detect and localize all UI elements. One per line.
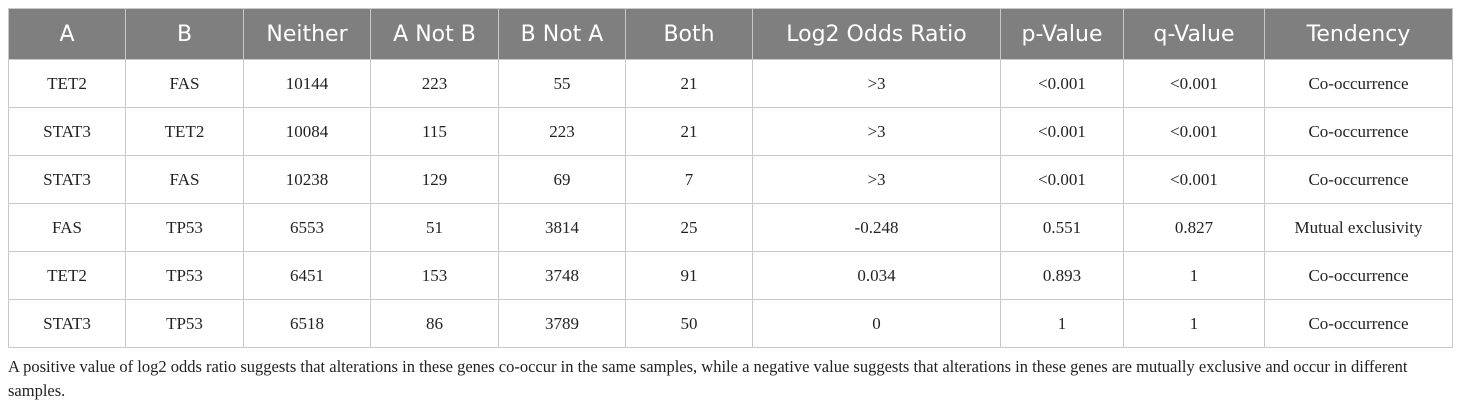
table-cell: 0.034: [752, 251, 1001, 300]
header-cell: Neither: [243, 8, 371, 60]
table-cell: 21: [625, 107, 753, 156]
table-cell: 6518: [243, 299, 371, 348]
header-cell: A Not B: [370, 8, 499, 60]
table-cell: 1: [1000, 299, 1124, 348]
table-cell: 25: [625, 203, 753, 252]
header-cell: B Not A: [498, 8, 626, 60]
table-row: FAS TP53 6553 51 3814 25 -0.248 0.551 0.827 Mutua…: [8, 203, 1453, 252]
table-cell: >3: [752, 155, 1001, 204]
table-row: STAT3 TET2 10084 115 223 21 >3 <0.001 <0.001 Co-o…: [8, 107, 1453, 156]
table-cell: 0: [752, 299, 1001, 348]
table-cell: 69: [498, 155, 626, 204]
table-cell: TP53: [125, 203, 244, 252]
table-cell: 153: [370, 251, 499, 300]
table-cell: 3789: [498, 299, 626, 348]
table-cell: >3: [752, 107, 1001, 156]
table-cell: 51: [370, 203, 499, 252]
table-cell: 223: [498, 107, 626, 156]
table-cell: 10238: [243, 155, 371, 204]
table-cell: FAS: [125, 59, 244, 108]
table-cell: 223: [370, 59, 499, 108]
table-cell: 3814: [498, 203, 626, 252]
header-cell: q-Value: [1123, 8, 1265, 60]
table-cell: 129: [370, 155, 499, 204]
table-cell: STAT3: [8, 299, 126, 348]
table-cell: 55: [498, 59, 626, 108]
table-body: TET2 FAS 10144 223 55 21 >3 <0.001 <0.001 Co-occu…: [8, 59, 1453, 348]
header-cell: Both: [625, 8, 753, 60]
table-cell: Co-occurrence: [1264, 59, 1453, 108]
table-cell: -0.248: [752, 203, 1001, 252]
table-cell: 50: [625, 299, 753, 348]
table-cell: 6553: [243, 203, 371, 252]
header-cell: B: [125, 8, 244, 60]
table-cell: FAS: [8, 203, 126, 252]
table-cell: Co-occurrence: [1264, 299, 1453, 348]
table-cell: 1: [1123, 251, 1265, 300]
table-cell: Co-occurrence: [1264, 107, 1453, 156]
table-cell: 0.893: [1000, 251, 1124, 300]
header-cell: Tendency: [1264, 8, 1453, 60]
table-cell: 0.551: [1000, 203, 1124, 252]
table-row: STAT3 TP53 6518 86 3789 50 0 1 1 Co-occurrence: [8, 299, 1453, 348]
table-row: TET2 FAS 10144 223 55 21 >3 <0.001 <0.001 Co-occu…: [8, 59, 1453, 108]
header-cell: Log2 Odds Ratio: [752, 8, 1001, 60]
table-cell: <0.001: [1123, 59, 1265, 108]
table-cell: 1: [1123, 299, 1265, 348]
table-row: STAT3 FAS 10238 129 69 7 >3 <0.001 <0.001 Co-occu…: [8, 155, 1453, 204]
table-cell: 7: [625, 155, 753, 204]
table-cell: <0.001: [1000, 107, 1124, 156]
table-cell: 3748: [498, 251, 626, 300]
table-cell: <0.001: [1123, 155, 1265, 204]
table-cell: TET2: [125, 107, 244, 156]
table-cell: Mutual exclusivity: [1264, 203, 1453, 252]
table-cell: 6451: [243, 251, 371, 300]
table-cell: TP53: [125, 251, 244, 300]
table-cell: 86: [370, 299, 499, 348]
header-cell: p-Value: [1000, 8, 1124, 60]
table-cell: TET2: [8, 59, 126, 108]
header-cell: A: [8, 8, 126, 60]
table-cell: 10084: [243, 107, 371, 156]
table-cell: <0.001: [1000, 155, 1124, 204]
table-cell: <0.001: [1123, 107, 1265, 156]
table-cell: Co-occurrence: [1264, 155, 1453, 204]
table-cell: >3: [752, 59, 1001, 108]
table-cell: STAT3: [8, 155, 126, 204]
footnote: A positive value of log2 odds ratio sugg…: [8, 357, 1408, 400]
table-cell: Co-occurrence: [1264, 251, 1453, 300]
table-cell: TET2: [8, 251, 126, 300]
table-cell: 91: [625, 251, 753, 300]
table-cell: FAS: [125, 155, 244, 204]
table-cell: 115: [370, 107, 499, 156]
table-cell: <0.001: [1000, 59, 1124, 108]
table-cell: STAT3: [8, 107, 126, 156]
table-cell: 10144: [243, 59, 371, 108]
table-cell: 21: [625, 59, 753, 108]
table-row: TET2 TP53 6451 153 3748 91 0.034 0.893 1 Co-occur…: [8, 251, 1453, 300]
table-cell: TP53: [125, 299, 244, 348]
table-cell: 0.827: [1123, 203, 1265, 252]
